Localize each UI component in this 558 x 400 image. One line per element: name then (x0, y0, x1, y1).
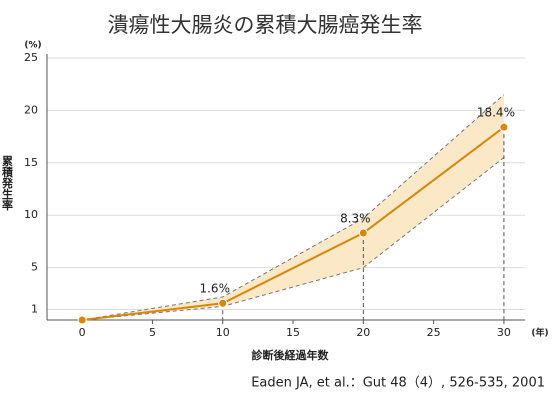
x-tick-label: 30 (497, 326, 511, 339)
y-tick-label: 20 (24, 103, 38, 116)
y-tick-label: 5 (31, 261, 38, 274)
x-unit: (年) (531, 327, 548, 339)
y-tick-label: 25 (24, 51, 38, 64)
chart-title: 潰瘍性大腸炎の累積大腸癌発生率 (108, 13, 423, 37)
x-tick-label: 10 (216, 326, 230, 339)
point (499, 122, 509, 132)
x-tick-label: 20 (356, 326, 370, 339)
point (358, 228, 368, 238)
x-axis-label: 診断後経過年数 (252, 348, 330, 362)
x-tick-label: 25 (427, 326, 441, 339)
citation: Eaden JA, et al.：Gut 48（4）, 526-535, 200… (251, 376, 545, 391)
y-axis-label: 累積発生率 (1, 155, 15, 211)
x-tick-label: 0 (79, 326, 86, 339)
y-tick-label: 1 (31, 303, 38, 316)
line (82, 126, 505, 321)
point (77, 315, 87, 325)
x-tick-label: 5 (149, 326, 156, 339)
band-lower (82, 157, 505, 321)
y-tick-label: 15 (24, 156, 38, 169)
value-label: 18.4% (477, 106, 515, 120)
y-tick-label: 10 (24, 208, 38, 221)
value-label: 1.6% (199, 282, 230, 296)
value-label: 8.3% (340, 212, 371, 226)
band-upper (82, 94, 505, 321)
x-tick-label: 15 (286, 326, 300, 339)
point (218, 298, 228, 308)
y-unit: (%) (24, 41, 41, 51)
confidence-band (82, 94, 504, 321)
